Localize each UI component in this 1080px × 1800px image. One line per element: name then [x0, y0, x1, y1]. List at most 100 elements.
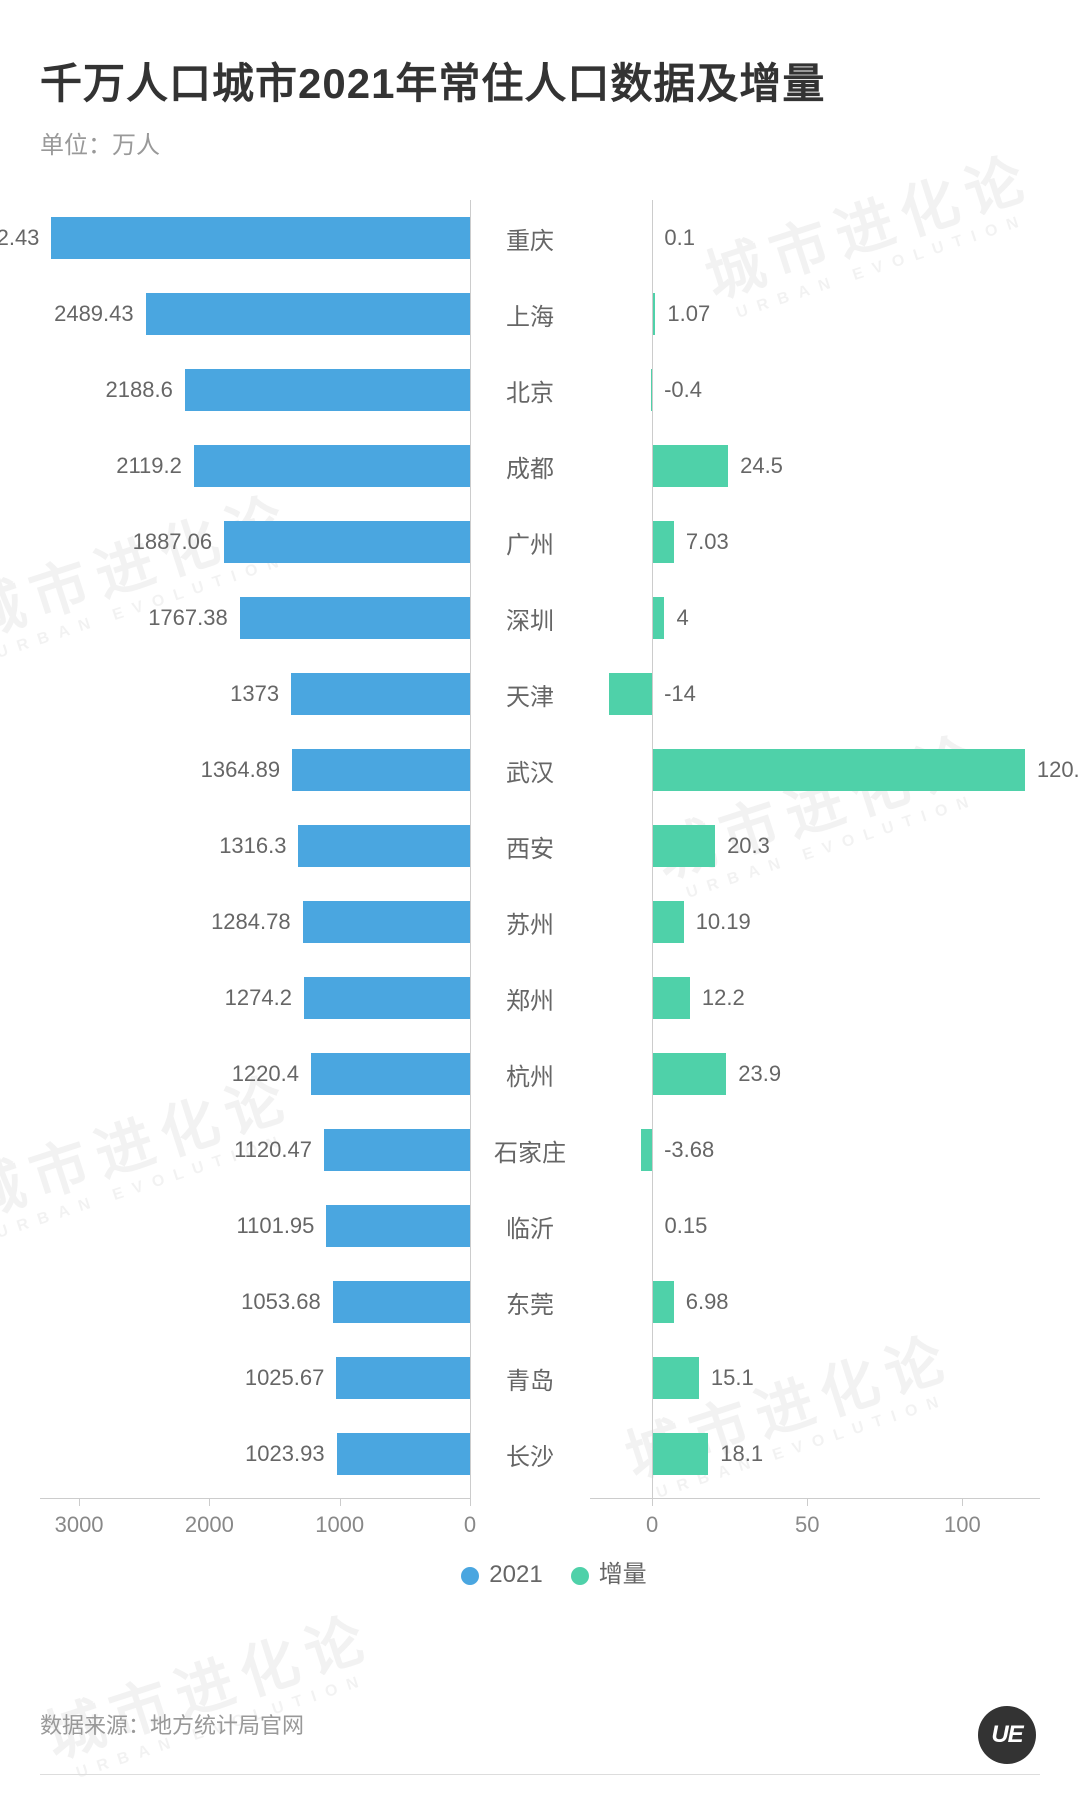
delta-bar — [652, 1357, 699, 1399]
delta-value: 0.1 — [664, 225, 695, 251]
population-bar — [292, 749, 470, 791]
population-bar — [303, 901, 470, 943]
city-label: 深圳 — [470, 601, 590, 636]
delta-value: 6.98 — [686, 1289, 729, 1315]
city-label: 武汉 — [470, 753, 590, 788]
population-bar — [240, 597, 470, 639]
city-label: 上海 — [470, 297, 590, 332]
delta-bar — [652, 901, 684, 943]
population-bar — [185, 369, 470, 411]
chart-row: 1284.78苏州10.19 — [40, 884, 1040, 960]
delta-value: 7.03 — [686, 529, 729, 555]
city-label: 广州 — [470, 525, 590, 560]
delta-bar — [652, 825, 715, 867]
city-label: 石家庄 — [470, 1133, 590, 1168]
chart-row: 1053.68 东莞 6.98 — [40, 1264, 1040, 1340]
population-bar — [298, 825, 470, 867]
data-source: 数据来源：地方统计局官网 — [40, 1708, 1040, 1740]
delta-value: 23.9 — [738, 1061, 781, 1087]
chart-row: 1316.3 西安 20.3 — [40, 808, 1040, 884]
population-bar — [311, 1053, 470, 1095]
population-value: 1373 — [230, 681, 291, 707]
city-label: 东莞 — [470, 1285, 590, 1320]
population-value: 3212.43 — [0, 225, 51, 251]
delta-value: 15.1 — [711, 1365, 754, 1391]
delta-bar — [652, 1433, 708, 1475]
population-bar — [291, 673, 470, 715]
chart-row: 1274.2郑州12.2 — [40, 960, 1040, 1036]
population-value: 1767.38 — [148, 605, 240, 631]
delta-value: 0.15 — [665, 1213, 708, 1239]
population-value: 1023.93 — [245, 1441, 337, 1467]
population-value: 2489.43 — [54, 301, 146, 327]
city-label: 西安 — [470, 829, 590, 864]
city-label: 重庆 — [470, 221, 590, 256]
population-bar — [194, 445, 470, 487]
delta-bar — [652, 445, 728, 487]
left-zero-axis — [470, 200, 471, 1498]
chart-row: 1023.93长沙18.1 — [40, 1416, 1040, 1492]
right-axis-tick: 50 — [795, 1512, 819, 1538]
delta-value: 12.2 — [702, 985, 745, 1011]
chart-subtitle: 单位：万人 — [40, 125, 1040, 160]
chart-row: 1767.38 深圳 4 — [40, 580, 1040, 656]
chart-row: 1120.47石家庄-3.68 — [40, 1112, 1040, 1188]
delta-value: 4 — [676, 605, 688, 631]
delta-bar — [652, 1053, 726, 1095]
population-value: 1316.3 — [219, 833, 298, 859]
city-label: 临沂 — [470, 1209, 590, 1244]
right-axis-line — [590, 1498, 1040, 1499]
delta-value: -14 — [664, 681, 696, 707]
population-bar — [326, 1205, 470, 1247]
population-bar — [324, 1129, 470, 1171]
population-bar — [304, 977, 470, 1019]
population-value: 1120.47 — [234, 1137, 324, 1163]
left-axis-tick: 1000 — [315, 1512, 364, 1538]
chart-row: 3212.43重庆0.1 — [40, 200, 1040, 276]
chart-row: 1364.89武汉120.12 — [40, 732, 1040, 808]
population-bar — [51, 217, 470, 259]
population-value: 1887.06 — [133, 529, 225, 555]
delta-value: 20.3 — [727, 833, 770, 859]
chart-row: 2188.6北京-0.4 — [40, 352, 1040, 428]
delta-bar — [652, 1281, 674, 1323]
delta-bar — [609, 673, 652, 715]
delta-bar — [652, 749, 1025, 791]
city-label: 北京 — [470, 373, 590, 408]
population-value: 1101.95 — [237, 1213, 327, 1239]
chart-row: 2489.43 上海 1.07 — [40, 276, 1040, 352]
population-value: 1220.4 — [232, 1061, 311, 1087]
right-axis-tick: 0 — [646, 1512, 658, 1538]
legend: 2021 增量 — [40, 1554, 1040, 1589]
divider — [40, 1774, 1040, 1775]
population-value: 1364.89 — [201, 757, 293, 783]
legend-swatch-2021 — [461, 1567, 479, 1585]
legend-label-2021: 2021 — [489, 1561, 542, 1588]
chart-row: 1887.06 广州 7.03 — [40, 504, 1040, 580]
chart-row: 1220.4 杭州 23.9 — [40, 1036, 1040, 1112]
chart-row: 2119.2成都24.5 — [40, 428, 1040, 504]
city-label: 成都 — [470, 449, 590, 484]
left-axis-tick: 0 — [464, 1512, 476, 1538]
delta-value: 18.1 — [720, 1441, 763, 1467]
population-value: 2119.2 — [116, 453, 194, 479]
city-label: 杭州 — [470, 1057, 590, 1092]
legend-label-delta: 增量 — [599, 1561, 647, 1588]
population-bar — [333, 1281, 470, 1323]
population-value: 1284.78 — [211, 909, 303, 935]
delta-value: 1.07 — [667, 301, 710, 327]
left-axis-line — [40, 1498, 470, 1499]
legend-swatch-delta — [571, 1567, 589, 1585]
chart-row: 1101.95 临沂 0.15 — [40, 1188, 1040, 1264]
delta-bar — [652, 977, 690, 1019]
left-axis-tick: 3000 — [55, 1512, 104, 1538]
population-bar — [336, 1357, 470, 1399]
dual-bar-chart: 3212.43重庆0.12489.43上海1.072188.6北京-0.4211… — [40, 200, 1040, 1598]
left-axis-tick: 2000 — [185, 1512, 234, 1538]
city-label: 郑州 — [470, 981, 590, 1016]
right-axis-tick: 100 — [944, 1512, 981, 1538]
delta-bar — [652, 521, 674, 563]
right-zero-axis — [652, 200, 653, 1498]
population-value: 1053.68 — [241, 1289, 333, 1315]
city-label: 青岛 — [470, 1361, 590, 1396]
